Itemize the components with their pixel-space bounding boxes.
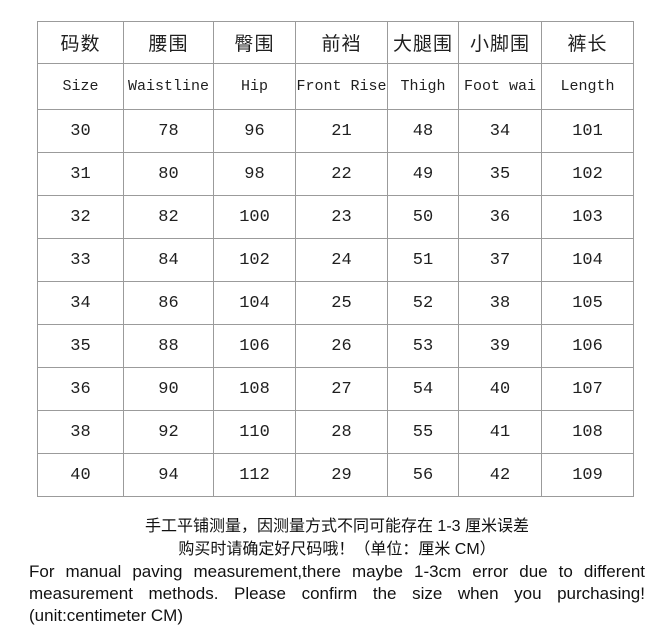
- size-value-cell: 103: [541, 195, 634, 239]
- header-cell-zh: 腰围: [123, 21, 214, 64]
- note-zh-line1: 手工平铺测量，因测量方式不同可能存在 1-3 厘米误差: [144, 518, 530, 535]
- size-value-cell: 40: [37, 453, 124, 497]
- size-value-cell: 51: [387, 238, 459, 282]
- header-cell-zh: 码数: [37, 21, 124, 64]
- size-value-cell: 53: [387, 324, 459, 368]
- size-value-cell: 26: [295, 324, 388, 368]
- table-row: 33 84 102 24 51 37 104: [37, 238, 634, 282]
- size-value-cell: 106: [541, 324, 634, 368]
- header-cell-zh: 大腿围: [387, 21, 459, 64]
- size-value-cell: 50: [387, 195, 459, 239]
- size-value-cell: 98: [213, 152, 296, 196]
- size-value-cell: 23: [295, 195, 388, 239]
- size-value-cell: 82: [123, 195, 214, 239]
- size-value-cell: 55: [387, 410, 459, 454]
- size-value-cell: 106: [213, 324, 296, 368]
- table-row: 38 92 110 28 55 41 108: [37, 410, 634, 454]
- size-value-cell: 101: [541, 109, 634, 153]
- size-value-cell: 31: [37, 152, 124, 196]
- size-value-cell: 96: [213, 109, 296, 153]
- size-value-cell: 28: [295, 410, 388, 454]
- size-value-cell: 49: [387, 152, 459, 196]
- size-value-cell: 84: [123, 238, 214, 282]
- table-row: 40 94 112 29 56 42 109: [37, 453, 634, 497]
- table-row: 32 82 100 23 50 36 103: [37, 195, 634, 239]
- size-value-cell: 34: [37, 281, 124, 325]
- header-cell-en: Thigh: [387, 63, 459, 110]
- note-en-line1: For manual paving measurement,there mayb…: [29, 562, 645, 581]
- size-value-cell: 38: [458, 281, 542, 325]
- table-row: 30 78 96 21 48 34 101: [37, 109, 634, 153]
- measurement-notes: 手工平铺测量，因测量方式不同可能存在 1-3 厘米误差 购买时请确定好尺码哦！（…: [29, 515, 645, 627]
- size-value-cell: 102: [541, 152, 634, 196]
- size-value-cell: 104: [541, 238, 634, 282]
- header-cell-en: Front Rise: [295, 63, 388, 110]
- size-value-cell: 21: [295, 109, 388, 153]
- size-value-cell: 25: [295, 281, 388, 325]
- size-value-cell: 104: [213, 281, 296, 325]
- size-value-cell: 90: [123, 367, 214, 411]
- size-value-cell: 86: [123, 281, 214, 325]
- size-value-cell: 34: [458, 109, 542, 153]
- size-value-cell: 30: [37, 109, 124, 153]
- size-value-cell: 36: [458, 195, 542, 239]
- note-zh-line2: 购买时请确定好尺码哦！（单位：厘米 CM）: [178, 541, 496, 558]
- size-value-cell: 52: [387, 281, 459, 325]
- size-value-cell: 112: [213, 453, 296, 497]
- size-value-cell: 37: [458, 238, 542, 282]
- note-en-line2: measurement methods. Please confirm the …: [29, 584, 645, 603]
- size-value-cell: 107: [541, 367, 634, 411]
- header-cell-en: Size: [37, 63, 124, 110]
- size-value-cell: 109: [541, 453, 634, 497]
- size-value-cell: 35: [458, 152, 542, 196]
- size-value-cell: 27: [295, 367, 388, 411]
- size-value-cell: 40: [458, 367, 542, 411]
- size-value-cell: 108: [541, 410, 634, 454]
- size-value-cell: 38: [37, 410, 124, 454]
- size-value-cell: 102: [213, 238, 296, 282]
- header-cell-zh: 小脚围: [458, 21, 542, 64]
- size-value-cell: 80: [123, 152, 214, 196]
- table-row: 35 88 106 26 53 39 106: [37, 324, 634, 368]
- size-value-cell: 54: [387, 367, 459, 411]
- size-value-cell: 35: [37, 324, 124, 368]
- table-row: 36 90 108 27 54 40 107: [37, 367, 634, 411]
- header-row-chinese: 码数 腰围 臀围 前裆 大腿围 小脚围 裤长: [37, 21, 634, 64]
- header-cell-en: Length: [541, 63, 634, 110]
- size-value-cell: 94: [123, 453, 214, 497]
- size-value-cell: 39: [458, 324, 542, 368]
- size-value-cell: 110: [213, 410, 296, 454]
- size-value-cell: 24: [295, 238, 388, 282]
- size-value-cell: 42: [458, 453, 542, 497]
- table-row: 34 86 104 25 52 38 105: [37, 281, 634, 325]
- size-value-cell: 29: [295, 453, 388, 497]
- note-en-line3: (unit:centimeter CM): [29, 606, 183, 625]
- header-cell-zh: 臀围: [213, 21, 296, 64]
- header-cell-zh: 裤长: [541, 21, 634, 64]
- header-cell-zh: 前裆: [295, 21, 388, 64]
- header-cell-en: Waistline: [123, 63, 214, 110]
- size-value-cell: 88: [123, 324, 214, 368]
- size-value-cell: 22: [295, 152, 388, 196]
- table-row: 31 80 98 22 49 35 102: [37, 152, 634, 196]
- size-value-cell: 108: [213, 367, 296, 411]
- size-value-cell: 78: [123, 109, 214, 153]
- header-cell-en: Foot wai: [458, 63, 542, 110]
- size-value-cell: 92: [123, 410, 214, 454]
- size-value-cell: 41: [458, 410, 542, 454]
- header-cell-en: Hip: [213, 63, 296, 110]
- size-value-cell: 33: [37, 238, 124, 282]
- header-row-english: Size Waistline Hip Front Rise Thigh Foot wai L…: [37, 63, 634, 110]
- size-value-cell: 48: [387, 109, 459, 153]
- size-table: 码数 腰围 臀围 前裆 大腿围 小脚围 裤长 Size Waistline Hip Front Ri…: [37, 21, 634, 497]
- size-value-cell: 100: [213, 195, 296, 239]
- size-value-cell: 32: [37, 195, 124, 239]
- size-value-cell: 56: [387, 453, 459, 497]
- size-value-cell: 36: [37, 367, 124, 411]
- size-value-cell: 105: [541, 281, 634, 325]
